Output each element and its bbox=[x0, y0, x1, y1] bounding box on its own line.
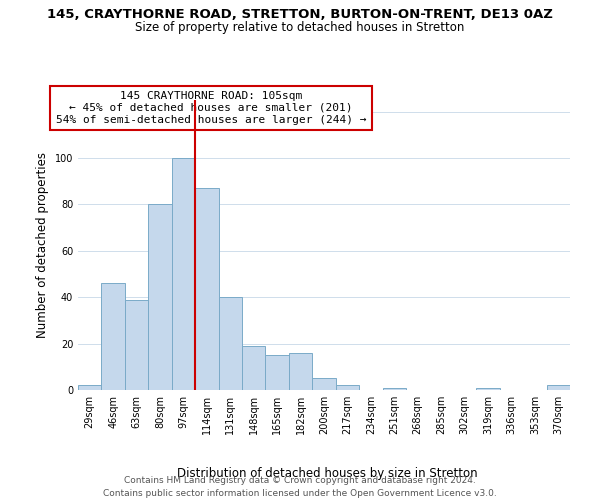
Bar bbox=[242, 346, 265, 390]
Text: Distribution of detached houses by size in Stretton: Distribution of detached houses by size … bbox=[176, 467, 478, 480]
Bar bbox=[78, 386, 101, 390]
Bar bbox=[289, 353, 312, 390]
Bar bbox=[265, 355, 289, 390]
Bar bbox=[195, 188, 218, 390]
Text: Contains HM Land Registry data © Crown copyright and database right 2024.
Contai: Contains HM Land Registry data © Crown c… bbox=[103, 476, 497, 498]
Bar bbox=[312, 378, 336, 390]
Bar bbox=[148, 204, 172, 390]
Bar bbox=[101, 284, 125, 390]
Bar bbox=[336, 386, 359, 390]
Text: Size of property relative to detached houses in Stretton: Size of property relative to detached ho… bbox=[136, 22, 464, 35]
Text: 145, CRAYTHORNE ROAD, STRETTON, BURTON-ON-TRENT, DE13 0AZ: 145, CRAYTHORNE ROAD, STRETTON, BURTON-O… bbox=[47, 8, 553, 20]
Bar bbox=[218, 297, 242, 390]
Bar bbox=[125, 300, 148, 390]
Text: 145 CRAYTHORNE ROAD: 105sqm
← 45% of detached houses are smaller (201)
54% of se: 145 CRAYTHORNE ROAD: 105sqm ← 45% of det… bbox=[56, 92, 366, 124]
Y-axis label: Number of detached properties: Number of detached properties bbox=[36, 152, 49, 338]
Bar bbox=[172, 158, 195, 390]
Bar bbox=[547, 386, 570, 390]
Bar bbox=[476, 388, 500, 390]
Bar bbox=[383, 388, 406, 390]
